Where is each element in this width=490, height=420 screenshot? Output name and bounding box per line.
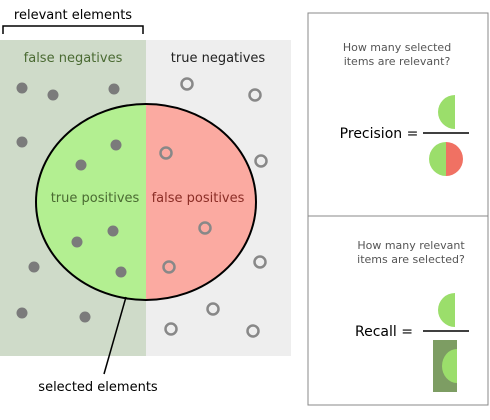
relevant-dot (28, 261, 40, 273)
nonrelevant-dot (253, 255, 267, 269)
relevant-dots (16, 82, 127, 323)
precision-numerator-icon (438, 95, 455, 129)
relevant-dot (71, 236, 83, 248)
relevant-dot (16, 307, 28, 319)
true-positive-area (36, 104, 146, 300)
recall-label: Recall = (355, 324, 413, 340)
true-positives-label: true positives (51, 191, 140, 206)
precision-question-line2: items are relevant? (344, 55, 451, 68)
recall-numerator-icon (438, 293, 455, 327)
recall-denominator-selected-icon (442, 349, 457, 383)
relevant-dot (107, 225, 119, 237)
recall-box (307, 215, 489, 406)
selected-elements-pointer (103, 296, 127, 375)
nonrelevant-dot (180, 77, 194, 91)
relevant-dot (115, 266, 127, 278)
precision-question-line1: How many selected (343, 41, 451, 54)
relevant-dot (16, 82, 28, 94)
nonrelevant-dot (254, 154, 268, 168)
precision-denominator-green-icon (429, 142, 446, 176)
nonrelevant-dot (159, 146, 173, 160)
nonrelevant-dot (198, 221, 212, 235)
true-negatives-label: true negatives (171, 51, 266, 66)
relevant-dot (75, 159, 87, 171)
precision-label: Precision = (340, 126, 419, 142)
recall-question-line2: items are selected? (357, 253, 465, 266)
relevant-dot (108, 83, 120, 95)
precision-box (307, 12, 489, 217)
relevant-dot (79, 311, 91, 323)
relevant-dot (16, 136, 28, 148)
nonrelevant-dot (246, 324, 260, 338)
selected-elements-label: selected elements (38, 380, 158, 395)
relevant-elements-label: relevant elements (14, 8, 132, 23)
nonrelevant-dot (164, 322, 178, 336)
nonrelevant-dot (248, 88, 262, 102)
relevant-dot (47, 89, 59, 101)
relevant-dot (110, 139, 122, 151)
nonrelevant-dot (206, 302, 220, 316)
recall-question-line1: How many relevant (357, 239, 465, 252)
false-negatives-label: false negatives (24, 51, 123, 66)
nonrelevant-dot (162, 260, 176, 274)
false-positives-label: false positives (152, 191, 245, 206)
precision-denominator-red-icon (446, 142, 463, 176)
relevant-bracket (2, 25, 144, 34)
false-positive-area (146, 104, 256, 300)
nonrelevant-dots (159, 77, 268, 338)
selection-circle-outline (35, 103, 257, 301)
